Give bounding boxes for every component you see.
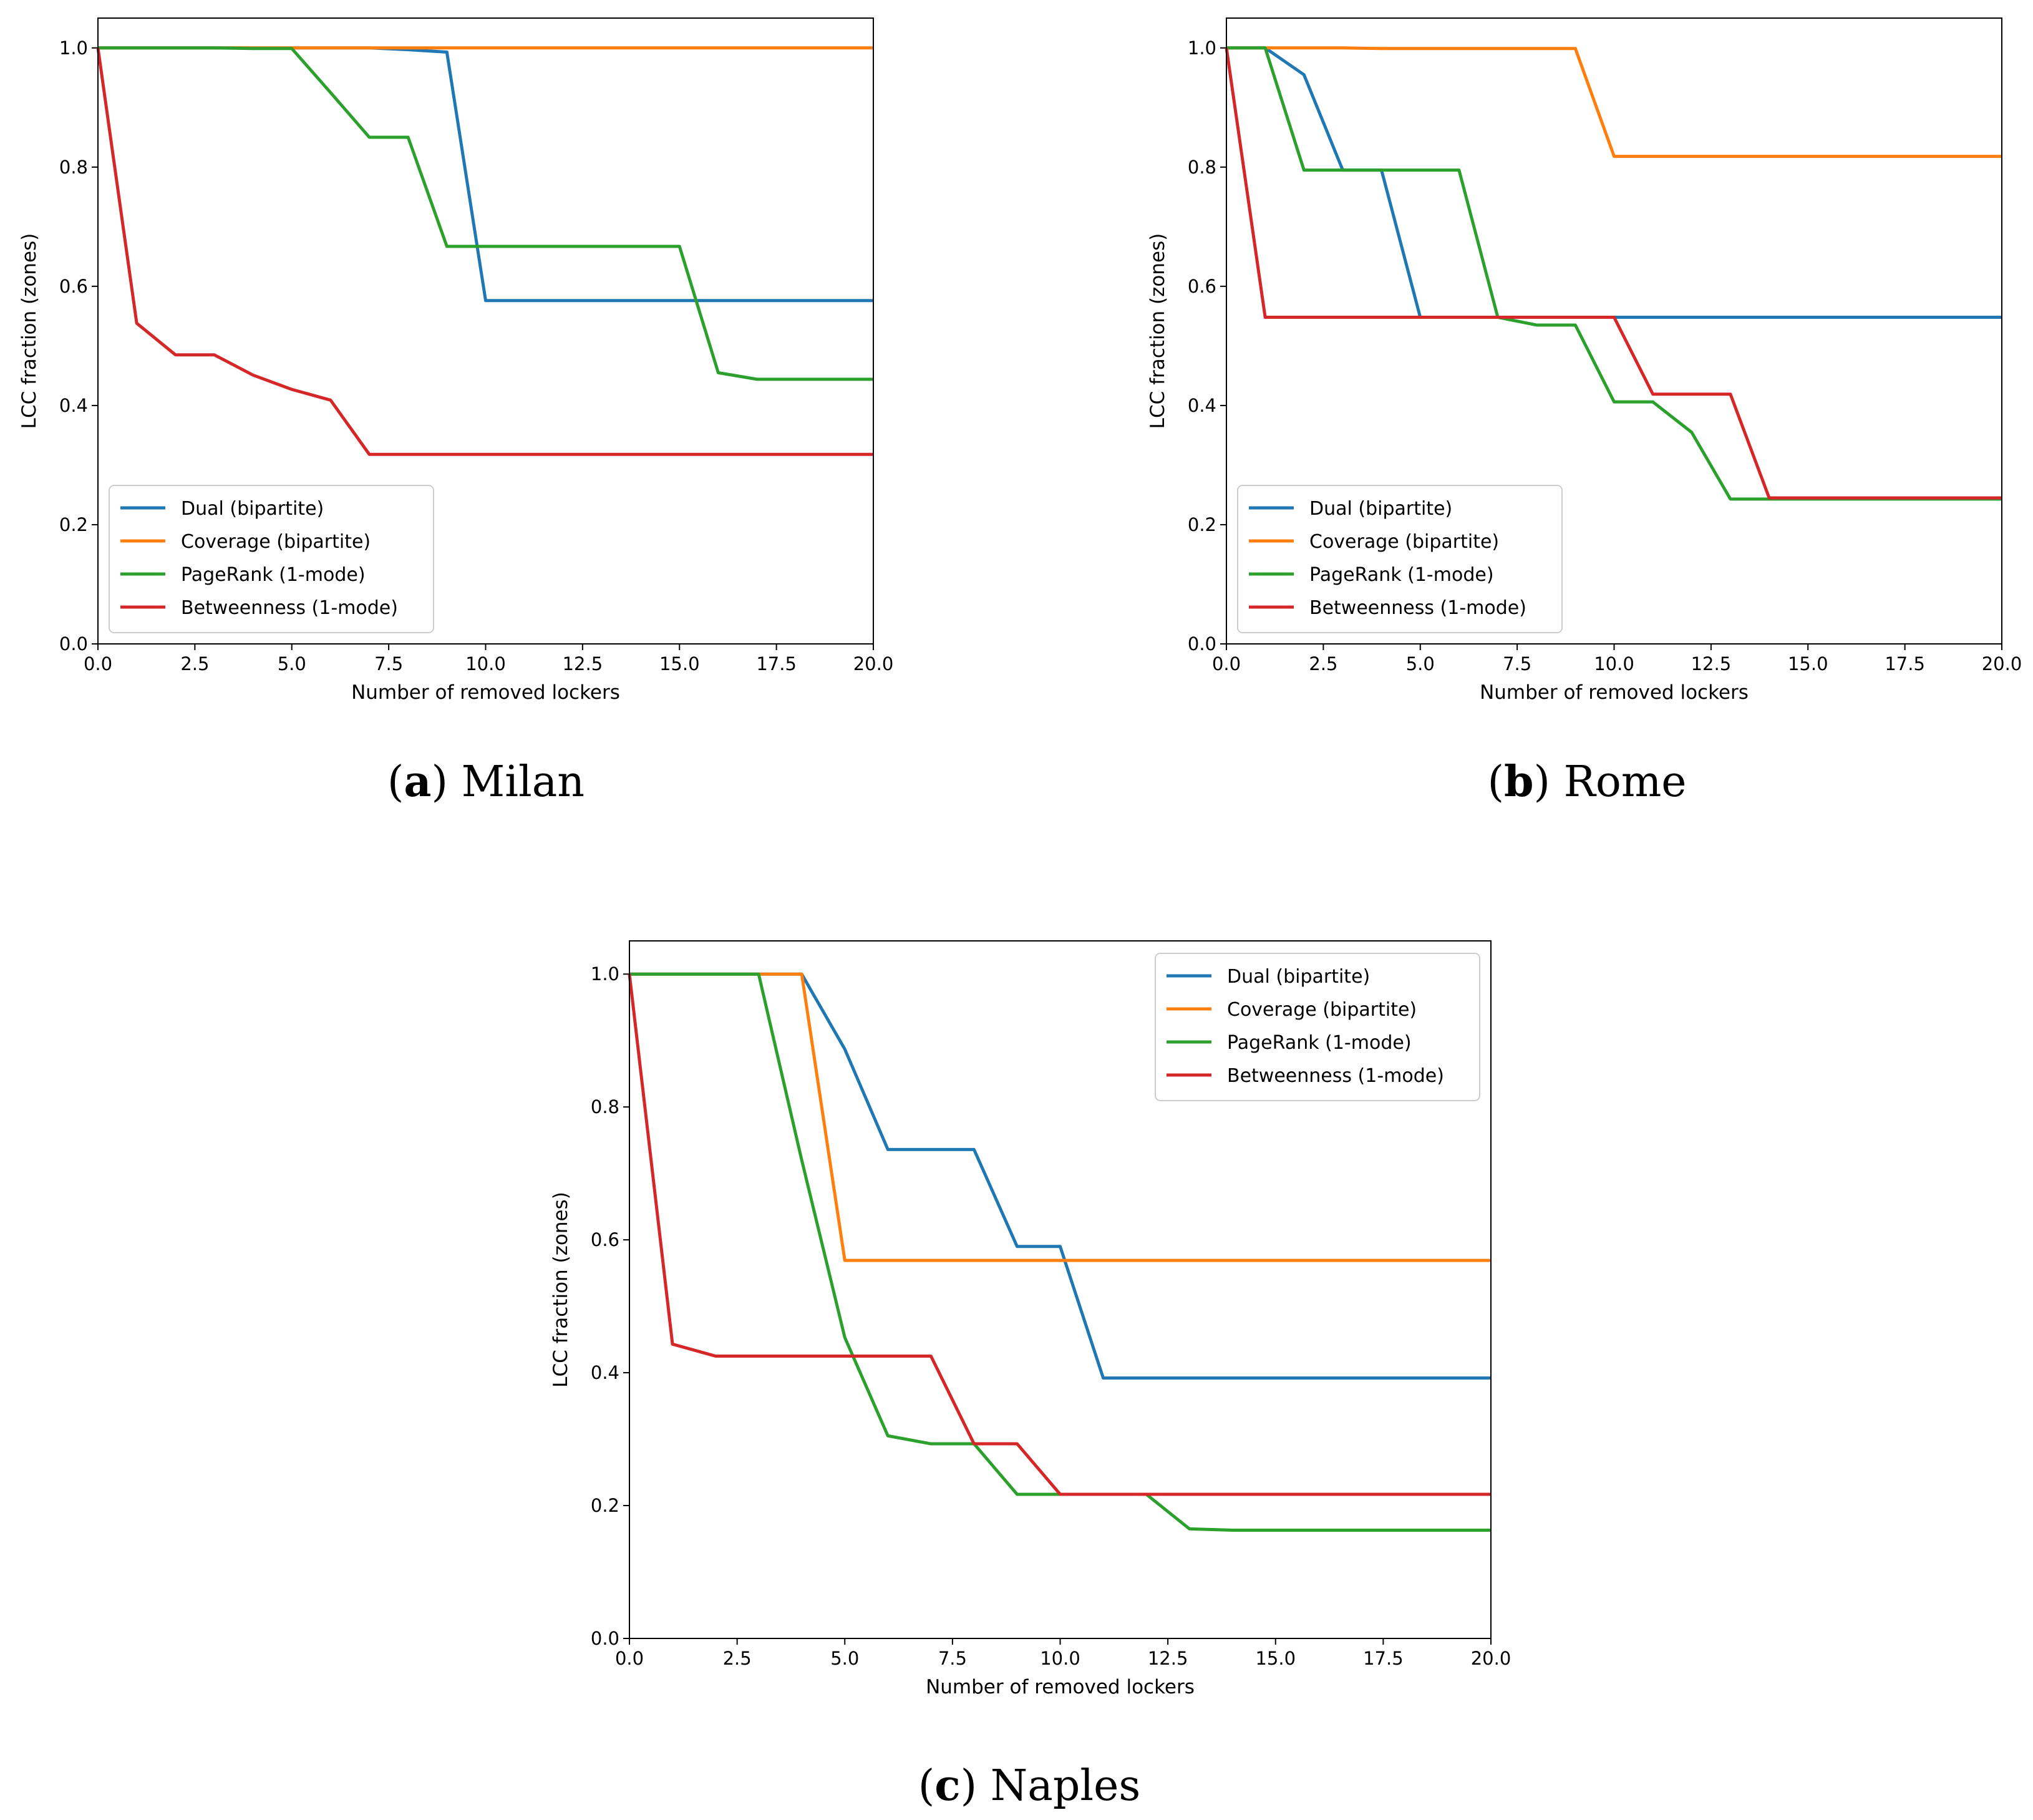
legend-label: Coverage (bipartite) (181, 531, 371, 553)
y-tick-label: 0.4 (591, 1362, 619, 1383)
x-tick-label: 20.0 (1982, 653, 2022, 674)
x-tick-label: 12.5 (1148, 1648, 1188, 1669)
legend-label: Coverage (bipartite) (1227, 999, 1417, 1021)
x-tick-label: 15.0 (1788, 653, 1828, 674)
x-tick-label: 17.5 (756, 653, 797, 674)
y-tick-label: 0.0 (591, 1628, 619, 1649)
series-line-pagerank-1-mode (98, 46, 873, 381)
x-tick-label: 2.5 (1309, 653, 1337, 674)
x-tick-label: 17.5 (1885, 653, 1925, 674)
legend-label: Dual (bipartite) (181, 498, 324, 520)
y-tick-label: 0.8 (59, 157, 88, 178)
x-tick-label: 7.5 (1503, 653, 1531, 674)
x-tick-label: 17.5 (1363, 1648, 1404, 1669)
y-tick-label: 1.0 (591, 963, 619, 985)
y-tick-label: 0.2 (59, 514, 88, 535)
chart-milan: 0.0 2.5 5.0 7.5 10.0 12.5 15.0 17.5 20.0 0.0 0.2 0.… (18, 17, 894, 807)
legend-label: PageRank (1-mode) (1309, 564, 1494, 586)
y-tick-label: 0.6 (59, 276, 88, 297)
y-tick-label: 0.4 (59, 395, 88, 416)
x-tick-label: 12.5 (563, 653, 603, 674)
y-tick-label: 0.4 (1188, 395, 1216, 416)
x-tick-label: 10.0 (1594, 653, 1634, 674)
x-tick-label: 20.0 (853, 653, 894, 674)
x-axis-label: Number of removed lockers (351, 681, 620, 704)
x-tick-label: 7.5 (374, 653, 403, 674)
x-tick-label: 5.0 (830, 1648, 859, 1669)
legend-label: PageRank (1-mode) (1227, 1032, 1412, 1054)
x-tick-label: 5.0 (278, 653, 306, 674)
series-line-dual-bipartite (98, 46, 873, 303)
x-tick-label: 2.5 (180, 653, 209, 674)
x-tick-label: 0.0 (615, 1648, 644, 1669)
plot-frame (97, 17, 874, 645)
y-tick-label: 0.8 (1188, 157, 1216, 178)
series-line-betweenness-1-mode (628, 973, 1491, 1496)
x-tick-label: 20.0 (1471, 1648, 1511, 1669)
legend: Dual (bipartite) Coverage (bipartite) Page… (109, 485, 434, 633)
chart-naples: 0.0 2.5 5.0 7.5 10.0 12.5 15.0 17.5 20.0 0.0 0.2 0.… (550, 940, 1511, 1811)
legend-label: Betweenness (1-mode) (1309, 597, 1526, 619)
y-tick-label: 0.0 (59, 633, 88, 655)
subfigure-caption: (a) Milan (387, 757, 585, 807)
legend-label: Betweenness (1-mode) (181, 597, 398, 619)
x-axis-label: Number of removed lockers (926, 1676, 1195, 1698)
legend-label: Betweenness (1-mode) (1227, 1065, 1444, 1087)
legend-label: PageRank (1-mode) (181, 564, 366, 586)
y-tick-label: 0.2 (1188, 514, 1216, 535)
chart-rome: 0.0 2.5 5.0 7.5 10.0 12.5 15.0 17.5 20.0 0.0 0.2 0.… (1147, 17, 2022, 807)
y-tick-label: 0.2 (591, 1495, 619, 1516)
y-axis-label: LCC fraction (zones) (1147, 233, 1169, 429)
legend-box (109, 485, 434, 633)
y-tick-label: 0.0 (1188, 633, 1216, 655)
legend-box (1237, 485, 1563, 633)
subfigure-caption: (b) Rome (1487, 757, 1686, 807)
subfigure-caption: (c) Naples (918, 1761, 1141, 1811)
series-line-coverage-bipartite (629, 972, 1491, 1262)
plot-frame (629, 940, 1492, 1639)
x-tick-label: 2.5 (723, 1648, 752, 1669)
legend-box (1155, 953, 1480, 1101)
legend-label: Dual (bipartite) (1227, 966, 1370, 988)
x-tick-label: 0.0 (84, 653, 112, 674)
series-line-pagerank-1-mode (1226, 46, 2002, 501)
x-tick-label: 15.0 (1255, 1648, 1296, 1669)
y-tick-label: 1.0 (1188, 37, 1216, 59)
y-tick-label: 0.8 (591, 1096, 619, 1117)
y-axis-label: LCC fraction (zones) (18, 233, 41, 429)
x-tick-label: 15.0 (659, 653, 700, 674)
x-tick-label: 12.5 (1691, 653, 1732, 674)
legend-label: Dual (bipartite) (1309, 498, 1452, 520)
legend: Dual (bipartite) Coverage (bipartite) Page… (1237, 485, 1563, 633)
series-line-betweenness-1-mode (1225, 47, 2002, 500)
series-line-betweenness-1-mode (96, 47, 873, 456)
legend-label: Coverage (bipartite) (1309, 531, 1499, 553)
x-tick-label: 10.0 (1040, 1648, 1080, 1669)
x-tick-label: 7.5 (938, 1648, 967, 1669)
plot-frame (1226, 17, 2002, 645)
y-axis-label: LCC fraction (zones) (550, 1192, 572, 1388)
y-tick-label: 0.6 (591, 1229, 619, 1250)
y-tick-label: 0.6 (1188, 276, 1216, 297)
x-tick-label: 10.0 (465, 653, 506, 674)
x-tick-label: 0.0 (1212, 653, 1241, 674)
x-axis-label: Number of removed lockers (1480, 681, 1749, 704)
legend: Dual (bipartite) Coverage (bipartite) Page… (1155, 953, 1480, 1101)
y-tick-label: 1.0 (59, 37, 88, 59)
series-line-coverage-bipartite (1226, 46, 2002, 158)
series-line-dual-bipartite (1226, 46, 2002, 319)
x-tick-label: 5.0 (1406, 653, 1435, 674)
